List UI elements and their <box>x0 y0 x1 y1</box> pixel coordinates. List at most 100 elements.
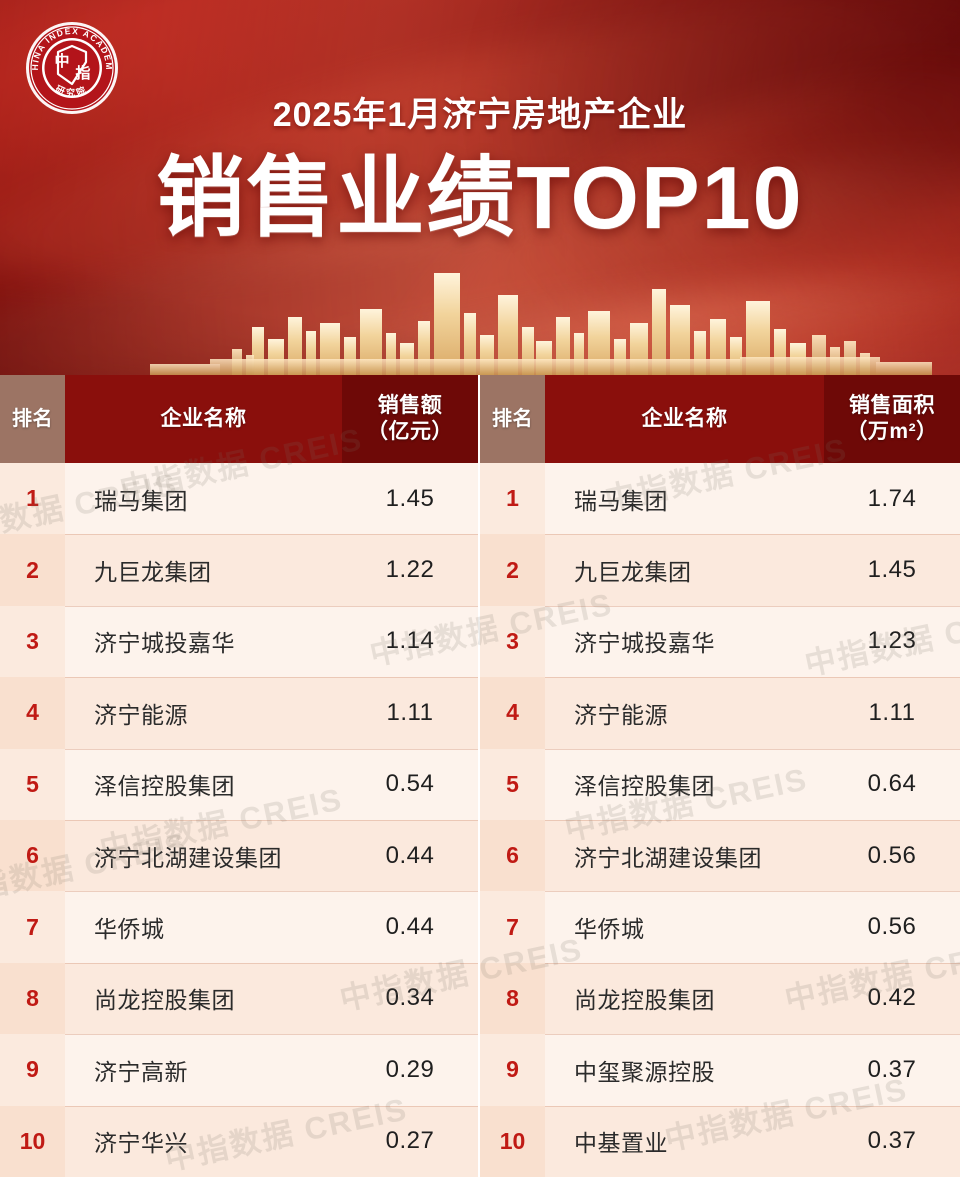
cell-rank: 6 <box>0 819 65 892</box>
cell-name: 瑞马集团 <box>545 463 824 535</box>
cell-value: 1.22 <box>342 534 478 606</box>
cell-rank: 1 <box>0 463 65 535</box>
cell-name: 济宁华兴 <box>65 1105 342 1177</box>
cell-name: 中玺聚源控股 <box>545 1034 824 1106</box>
svg-text:中: 中 <box>54 52 69 70</box>
city-skyline-graphic <box>0 265 960 375</box>
cell-value: 0.37 <box>824 1034 960 1106</box>
table-row: 1 瑞马集团 1.74 <box>480 463 960 535</box>
china-index-academy-logo: CHINA INDEX ACADEMY 研究院 中 指 <box>16 12 128 124</box>
cell-value: 0.44 <box>342 891 478 963</box>
table-row: 10 中基置业 0.37 <box>480 1105 960 1177</box>
table-row: 2 九巨龙集团 1.45 <box>480 534 960 606</box>
cell-rank: 7 <box>0 891 65 963</box>
cell-value: 1.45 <box>342 463 478 535</box>
cell-name: 尚龙控股集团 <box>65 962 342 1035</box>
cell-value: 0.56 <box>824 819 960 892</box>
cell-name: 九巨龙集团 <box>65 534 342 606</box>
cell-name: 济宁城投嘉华 <box>545 605 824 678</box>
cell-value: 0.29 <box>342 1034 478 1106</box>
table-row: 10 济宁华兴 0.27 <box>0 1105 478 1177</box>
cell-name: 瑞马集团 <box>65 463 342 535</box>
cell-name: 济宁能源 <box>65 677 342 749</box>
table-row: 4 济宁能源 1.11 <box>480 677 960 749</box>
col-header-value-line1: 销售面积 <box>848 394 935 418</box>
col-header-value: 销售额 （亿元） <box>342 375 478 463</box>
table-header-row: 排名 企业名称 销售额 （亿元） <box>0 375 478 463</box>
cell-name: 济宁能源 <box>545 677 824 749</box>
cell-name: 华侨城 <box>65 891 342 963</box>
cell-name: 泽信控股集团 <box>65 748 342 820</box>
cell-value: 1.23 <box>824 605 960 678</box>
cell-value: 1.45 <box>824 534 960 606</box>
table-row: 8 尚龙控股集团 0.34 <box>0 962 478 1035</box>
cell-value: 0.34 <box>342 962 478 1035</box>
poster-subtitle: 2025年1月济宁房地产企业 <box>272 96 688 134</box>
col-header-value-line2: （万m²） <box>846 420 938 443</box>
cell-value: 0.56 <box>824 891 960 963</box>
cell-name: 济宁城投嘉华 <box>65 605 342 678</box>
title-block: 2025年1月济宁房地产企业 销售业绩TOP10 <box>0 0 960 242</box>
cell-rank: 5 <box>480 748 545 820</box>
cell-rank: 5 <box>0 748 65 820</box>
cell-rank: 4 <box>480 677 545 749</box>
cell-rank: 3 <box>0 605 65 678</box>
svg-text:指: 指 <box>75 64 90 82</box>
cell-value: 0.27 <box>342 1105 478 1177</box>
cell-rank: 7 <box>480 891 545 963</box>
cell-rank: 1 <box>480 463 545 535</box>
table-sales-area: 排名 企业名称 销售面积 （万m²） 1 瑞马集团 1.74 2 九巨龙集团 1… <box>480 375 960 1177</box>
cell-rank: 4 <box>0 677 65 749</box>
cell-value: 1.14 <box>342 605 478 678</box>
col-header-value: 销售面积 （万m²） <box>824 375 960 463</box>
table-row: 1 瑞马集团 1.45 <box>0 463 478 535</box>
cell-value: 1.11 <box>342 677 478 749</box>
cell-rank: 2 <box>480 534 545 606</box>
col-header-value-line2: （亿元） <box>367 420 453 443</box>
table-row: 6 济宁北湖建设集团 0.44 <box>0 819 478 892</box>
table-row: 3 济宁城投嘉华 1.23 <box>480 605 960 678</box>
cell-rank: 10 <box>480 1105 545 1177</box>
table-row: 5 泽信控股集团 0.64 <box>480 748 960 820</box>
cell-name: 济宁北湖建设集团 <box>545 819 824 892</box>
cell-value: 0.42 <box>824 962 960 1035</box>
cell-rank: 8 <box>0 962 65 1035</box>
poster-title: 销售业绩TOP10 <box>156 148 804 247</box>
table-row: 8 尚龙控股集团 0.42 <box>480 962 960 1035</box>
cell-rank: 9 <box>480 1034 545 1106</box>
table-sales-amount: 排名 企业名称 销售额 （亿元） 1 瑞马集团 1.45 2 九巨龙集团 1.2… <box>0 375 480 1177</box>
cell-rank: 2 <box>0 534 65 606</box>
cell-name: 九巨龙集团 <box>545 534 824 606</box>
table-row: 7 华侨城 0.56 <box>480 891 960 963</box>
table-row: 9 济宁高新 0.29 <box>0 1034 478 1106</box>
table-row: 4 济宁能源 1.11 <box>0 677 478 749</box>
cell-value: 1.11 <box>824 677 960 749</box>
cell-name: 中基置业 <box>545 1105 824 1177</box>
cell-value: 0.64 <box>824 748 960 820</box>
col-header-value-line1: 销售额 <box>377 394 443 418</box>
col-header-name: 企业名称 <box>65 375 342 463</box>
cell-value: 0.37 <box>824 1105 960 1177</box>
ranking-tables: 排名 企业名称 销售额 （亿元） 1 瑞马集团 1.45 2 九巨龙集团 1.2… <box>0 375 960 1177</box>
col-header-rank: 排名 <box>0 375 65 463</box>
cell-rank: 3 <box>480 605 545 678</box>
table-row: 3 济宁城投嘉华 1.14 <box>0 605 478 678</box>
cell-value: 0.54 <box>342 748 478 820</box>
cell-name: 尚龙控股集团 <box>545 962 824 1035</box>
cell-name: 泽信控股集团 <box>545 748 824 820</box>
silk-texture <box>0 0 960 375</box>
cell-rank: 10 <box>0 1105 65 1177</box>
table-row: 2 九巨龙集团 1.22 <box>0 534 478 606</box>
table-row: 6 济宁北湖建设集团 0.56 <box>480 819 960 892</box>
cell-value: 0.44 <box>342 819 478 892</box>
col-header-rank: 排名 <box>480 375 545 463</box>
table-header-row: 排名 企业名称 销售面积 （万m²） <box>480 375 960 463</box>
cell-name: 济宁北湖建设集团 <box>65 819 342 892</box>
cell-rank: 6 <box>480 819 545 892</box>
table-row: 5 泽信控股集团 0.54 <box>0 748 478 820</box>
cell-name: 济宁高新 <box>65 1034 342 1106</box>
hero-vignette <box>0 0 960 375</box>
table-row: 7 华侨城 0.44 <box>0 891 478 963</box>
cell-rank: 9 <box>0 1034 65 1106</box>
